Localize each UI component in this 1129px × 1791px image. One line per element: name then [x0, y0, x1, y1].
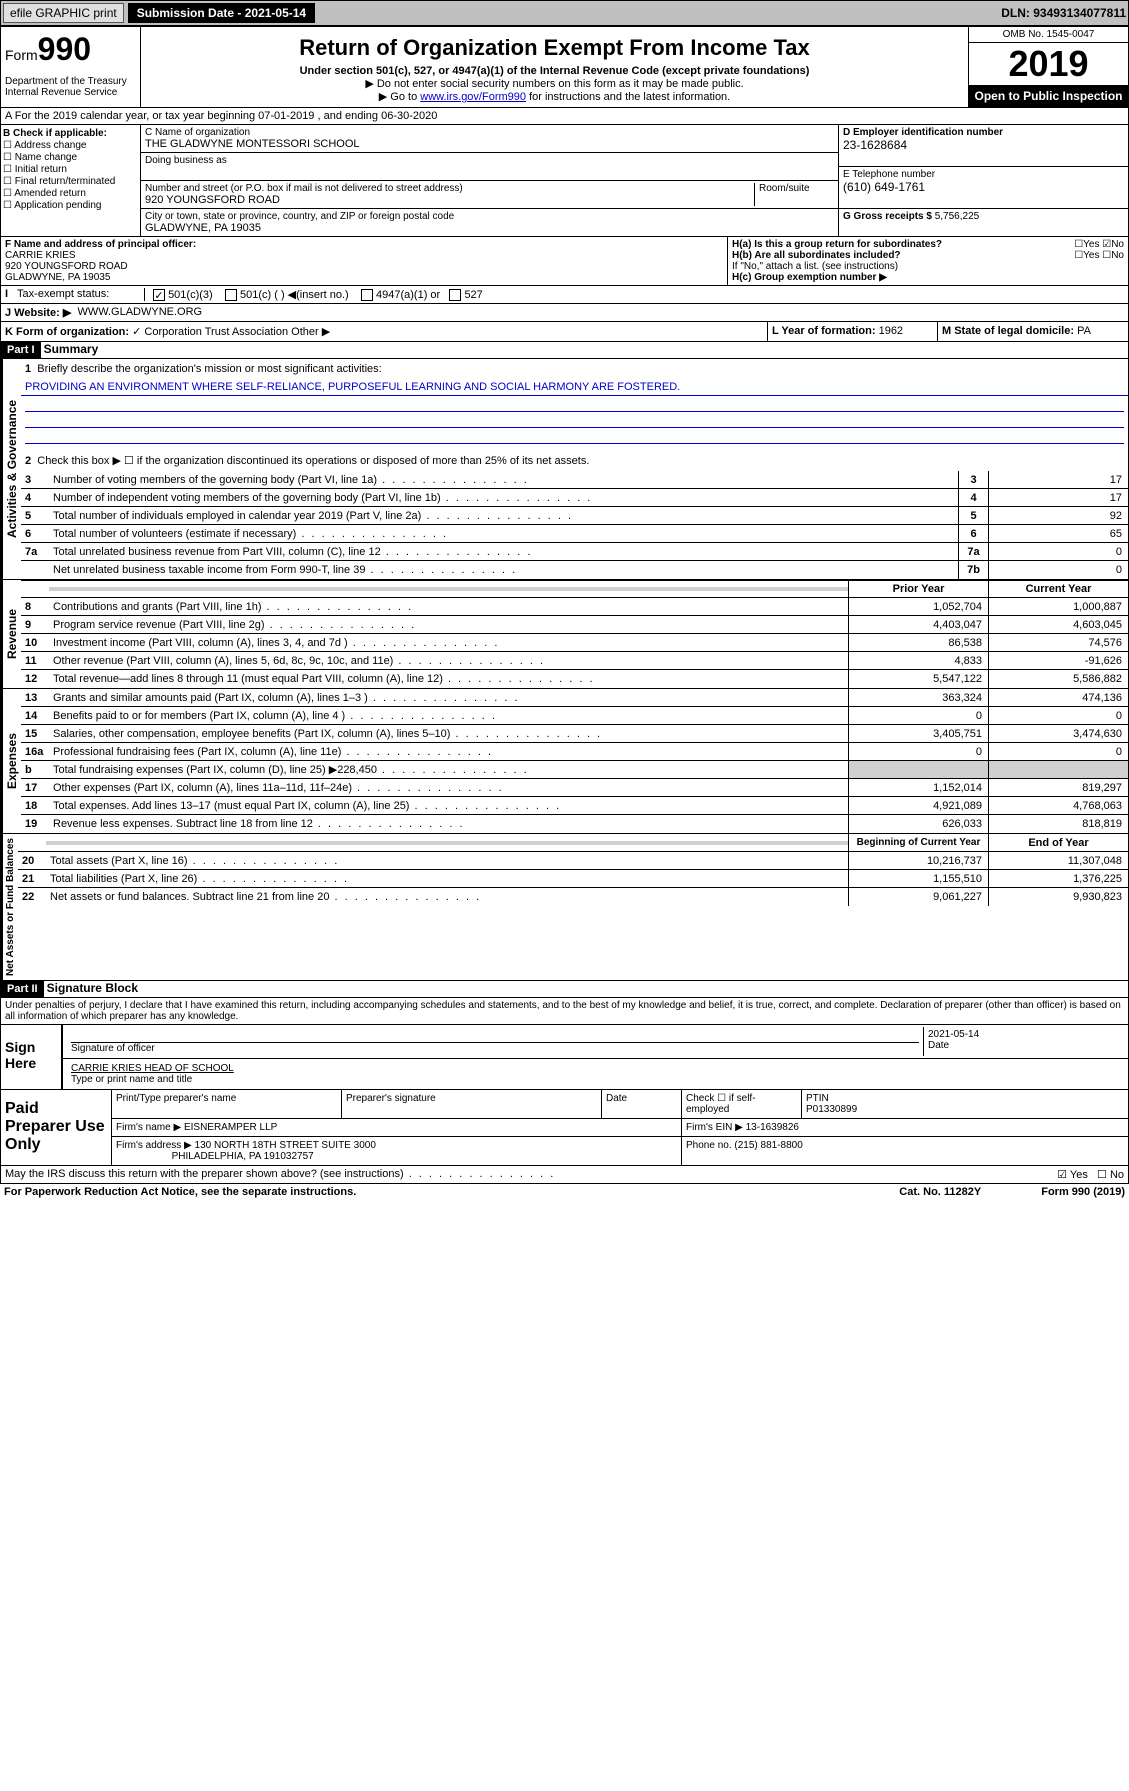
- table-row: 4Number of independent voting members of…: [21, 489, 1128, 507]
- state-domicile: PA: [1077, 325, 1091, 337]
- open-public-badge: Open to Public Inspection: [969, 85, 1128, 107]
- row-fh: F Name and address of principal officer:…: [0, 237, 1129, 286]
- top-toolbar: efile GRAPHIC print Submission Date - 20…: [0, 0, 1129, 26]
- efile-button[interactable]: efile GRAPHIC print: [3, 3, 124, 23]
- chk-app-pending[interactable]: ☐ Application pending: [3, 200, 138, 211]
- table-row: 18Total expenses. Add lines 13–17 (must …: [21, 797, 1128, 815]
- header-sub2: ▶ Do not enter social security numbers o…: [145, 77, 964, 90]
- part1-header: Part I Summary: [0, 342, 1129, 359]
- form-header: Form990 Department of the Treasury Inter…: [0, 26, 1129, 108]
- row-i-tax-exempt: I Tax-exempt status: ✓ 501(c)(3) 501(c) …: [0, 286, 1129, 304]
- table-row: 17Other expenses (Part IX, column (A), l…: [21, 779, 1128, 797]
- chk-corp[interactable]: ✓: [132, 326, 141, 338]
- table-row: 6Total number of volunteers (estimate if…: [21, 525, 1128, 543]
- section-governance: Activities & Governance 1 Briefly descri…: [0, 359, 1129, 580]
- chk-address-change[interactable]: ☐ Address change: [3, 140, 138, 151]
- table-row: 12Total revenue—add lines 8 through 11 (…: [21, 670, 1128, 688]
- sidelabel-expenses: Expenses: [1, 689, 21, 833]
- ein-value: 23-1628684: [843, 138, 907, 152]
- website-value: WWW.GLADWYNE.ORG: [77, 306, 202, 319]
- table-row: Net unrelated business taxable income fr…: [21, 561, 1128, 579]
- table-row: 5Total number of individuals employed in…: [21, 507, 1128, 525]
- tax-year: 2019: [969, 43, 1128, 85]
- sidelabel-revenue: Revenue: [1, 580, 21, 688]
- sign-block: Sign Here Signature of officer 2021-05-1…: [0, 1025, 1129, 1090]
- table-row: 19Revenue less expenses. Subtract line 1…: [21, 815, 1128, 833]
- table-row: 9Program service revenue (Part VIII, lin…: [21, 616, 1128, 634]
- mission-text: PROVIDING AN ENVIRONMENT WHERE SELF-RELI…: [21, 379, 1128, 396]
- table-row: 10Investment income (Part VIII, column (…: [21, 634, 1128, 652]
- section-net-assets: Net Assets or Fund Balances Beginning of…: [0, 834, 1129, 981]
- dept-label: Department of the Treasury Internal Reve…: [5, 76, 136, 98]
- chk-initial-return[interactable]: ☐ Initial return: [3, 164, 138, 175]
- table-row: 8Contributions and grants (Part VIII, li…: [21, 598, 1128, 616]
- row-a-period: A For the 2019 calendar year, or tax yea…: [0, 108, 1129, 125]
- year-formation: 1962: [879, 325, 903, 337]
- chk-final-return[interactable]: ☐ Final return/terminated: [3, 176, 138, 187]
- table-row: 20Total assets (Part X, line 16)10,216,7…: [18, 852, 1128, 870]
- form-number: Form990: [5, 31, 136, 68]
- sidelabel-governance: Activities & Governance: [1, 359, 21, 579]
- table-row: 14Benefits paid to or for members (Part …: [21, 707, 1128, 725]
- ptin-value: P01330899: [806, 1104, 857, 1115]
- paid-preparer-block: Paid Preparer Use Only Print/Type prepar…: [0, 1090, 1129, 1166]
- section-expenses: Expenses 13Grants and similar amounts pa…: [0, 689, 1129, 834]
- firm-phone: (215) 881-8800: [734, 1140, 802, 1151]
- block-c-org: C Name of organizationTHE GLADWYNE MONTE…: [141, 125, 838, 236]
- org-name: THE GLADWYNE MONTESSORI SCHOOL: [145, 138, 360, 150]
- chk-501c3[interactable]: ✓: [153, 289, 165, 301]
- firm-address: 130 NORTH 18TH STREET SUITE 3000: [195, 1140, 376, 1151]
- officer-block: F Name and address of principal officer:…: [1, 237, 728, 285]
- footer-discuss: May the IRS discuss this return with the…: [0, 1166, 1129, 1184]
- table-row: 16aProfessional fundraising fees (Part I…: [21, 743, 1128, 761]
- org-address: 920 YOUNGSFORD ROAD: [145, 194, 280, 206]
- table-row: 15Salaries, other compensation, employee…: [21, 725, 1128, 743]
- chk-amended[interactable]: ☐ Amended return: [3, 188, 138, 199]
- table-row: bTotal fundraising expenses (Part IX, co…: [21, 761, 1128, 779]
- sidelabel-net-assets: Net Assets or Fund Balances: [1, 834, 18, 980]
- suborg-block: H(a) Is this a group return for subordin…: [728, 237, 1128, 285]
- table-row: 11Other revenue (Part VIII, column (A), …: [21, 652, 1128, 670]
- org-city: GLADWYNE, PA 19035: [145, 222, 261, 234]
- chk-501c[interactable]: [225, 289, 237, 301]
- table-row: 3Number of voting members of the governi…: [21, 471, 1128, 489]
- part2-header: Part II Signature Block: [0, 981, 1129, 998]
- phone-value: (610) 649-1761: [843, 180, 925, 194]
- form-title: Return of Organization Exempt From Incom…: [145, 35, 964, 61]
- dln-label: DLN: 93493134077811: [1001, 6, 1126, 20]
- table-row: 7aTotal unrelated business revenue from …: [21, 543, 1128, 561]
- sign-date: 2021-05-14: [928, 1029, 979, 1040]
- table-row: 21Total liabilities (Part X, line 26)1,1…: [18, 870, 1128, 888]
- block-de: D Employer identification number23-16286…: [838, 125, 1128, 236]
- row-klm: K Form of organization: ✓ Corporation Tr…: [0, 322, 1129, 342]
- table-row: 22Net assets or fund balances. Subtract …: [18, 888, 1128, 906]
- section-revenue: Revenue Prior Year Current Year 8Contrib…: [0, 580, 1129, 689]
- firm-ein: 13-1639826: [746, 1122, 799, 1133]
- table-row: 13Grants and similar amounts paid (Part …: [21, 689, 1128, 707]
- irs-link[interactable]: www.irs.gov/Form990: [420, 91, 526, 103]
- block-bcde: B Check if applicable: ☐ Address change …: [0, 125, 1129, 237]
- chk-4947[interactable]: [361, 289, 373, 301]
- perjury-declaration: Under penalties of perjury, I declare th…: [0, 998, 1129, 1025]
- header-sub3: ▶ Go to www.irs.gov/Form990 for instruct…: [145, 90, 964, 103]
- block-b-checkboxes: B Check if applicable: ☐ Address change …: [1, 125, 141, 236]
- officer-name-title: CARRIE KRIES HEAD OF SCHOOL: [71, 1063, 234, 1074]
- header-sub1: Under section 501(c), 527, or 4947(a)(1)…: [145, 65, 964, 77]
- chk-name-change[interactable]: ☐ Name change: [3, 152, 138, 163]
- chk-527[interactable]: [449, 289, 461, 301]
- firm-name: EISNERAMPER LLP: [184, 1122, 277, 1133]
- row-j-website: J Website: ▶ WWW.GLADWYNE.ORG: [0, 304, 1129, 322]
- submission-date: Submission Date - 2021-05-14: [128, 3, 315, 23]
- omb-number: OMB No. 1545-0047: [969, 27, 1128, 43]
- footer-pra: For Paperwork Reduction Act Notice, see …: [0, 1184, 1129, 1200]
- gross-receipts: 5,756,225: [935, 211, 980, 222]
